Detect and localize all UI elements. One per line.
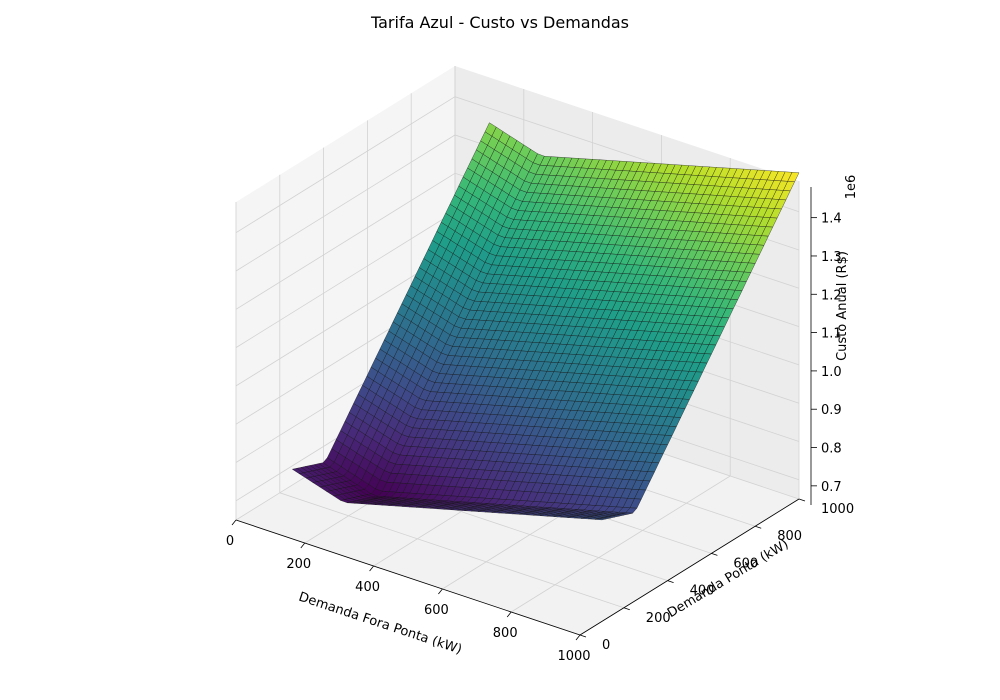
y-gridline xyxy=(279,174,624,609)
z-tick-label: 1.3 xyxy=(821,250,842,265)
y-tick-mark xyxy=(579,634,587,638)
z-tick-label: 1.4 xyxy=(821,212,842,227)
x-tick-label: 400 xyxy=(355,580,380,595)
y-tick-mark xyxy=(798,498,806,502)
x-tick-mark xyxy=(231,519,237,526)
x-tick-label: 0 xyxy=(226,534,234,549)
surface-mesh xyxy=(291,122,800,521)
z-tick-label: 0.9 xyxy=(821,403,842,418)
x-tick-label: 600 xyxy=(424,603,449,618)
x-tick-mark xyxy=(506,611,512,618)
y-tick-mark xyxy=(667,580,674,583)
z-tick-label: 0.7 xyxy=(821,480,842,495)
x-tick-label: 200 xyxy=(286,557,311,572)
x-tick-mark xyxy=(438,588,443,595)
z-tick-label: 1.1 xyxy=(821,327,842,342)
chart-title: Tarifa Azul - Custo vs Demandas xyxy=(370,13,629,32)
x-tick-mark xyxy=(300,542,306,549)
x-tick-mark xyxy=(575,634,581,641)
y-tick-label: 1000 xyxy=(821,502,854,517)
x-axis-label: Demanda Fora Ponta (kW) xyxy=(297,590,464,658)
y-tick-mark xyxy=(623,607,630,611)
z-tick-label: 1.0 xyxy=(821,365,842,380)
y-tick-label: 800 xyxy=(777,529,802,544)
y-tick-label: 400 xyxy=(690,584,715,599)
x-tick-label: 1000 xyxy=(557,649,590,664)
y-tick-mark xyxy=(755,525,762,529)
tick-labels: 0 200 400 600 800 1000 0 200 400 600 800 1000 0.7 0.8… xyxy=(226,212,854,664)
y-tick-label: 0 xyxy=(602,638,610,653)
z-axis-label: Custo Anual (R$) xyxy=(835,251,850,361)
x-tick-label: 800 xyxy=(493,626,518,641)
y-tick-label: 600 xyxy=(733,556,758,571)
axis-lines xyxy=(235,187,812,636)
y-tick-mark xyxy=(711,553,718,556)
x-axis-line xyxy=(235,519,581,636)
y-axis-line xyxy=(579,498,800,636)
y-tick-label: 200 xyxy=(646,611,671,626)
x-tick-mark xyxy=(369,565,374,572)
z-tick-label: 0.8 xyxy=(821,442,842,457)
z-scale-label: 1e6 xyxy=(844,175,859,200)
surface-patch xyxy=(594,518,607,521)
z-tick-label: 1.2 xyxy=(821,288,842,303)
